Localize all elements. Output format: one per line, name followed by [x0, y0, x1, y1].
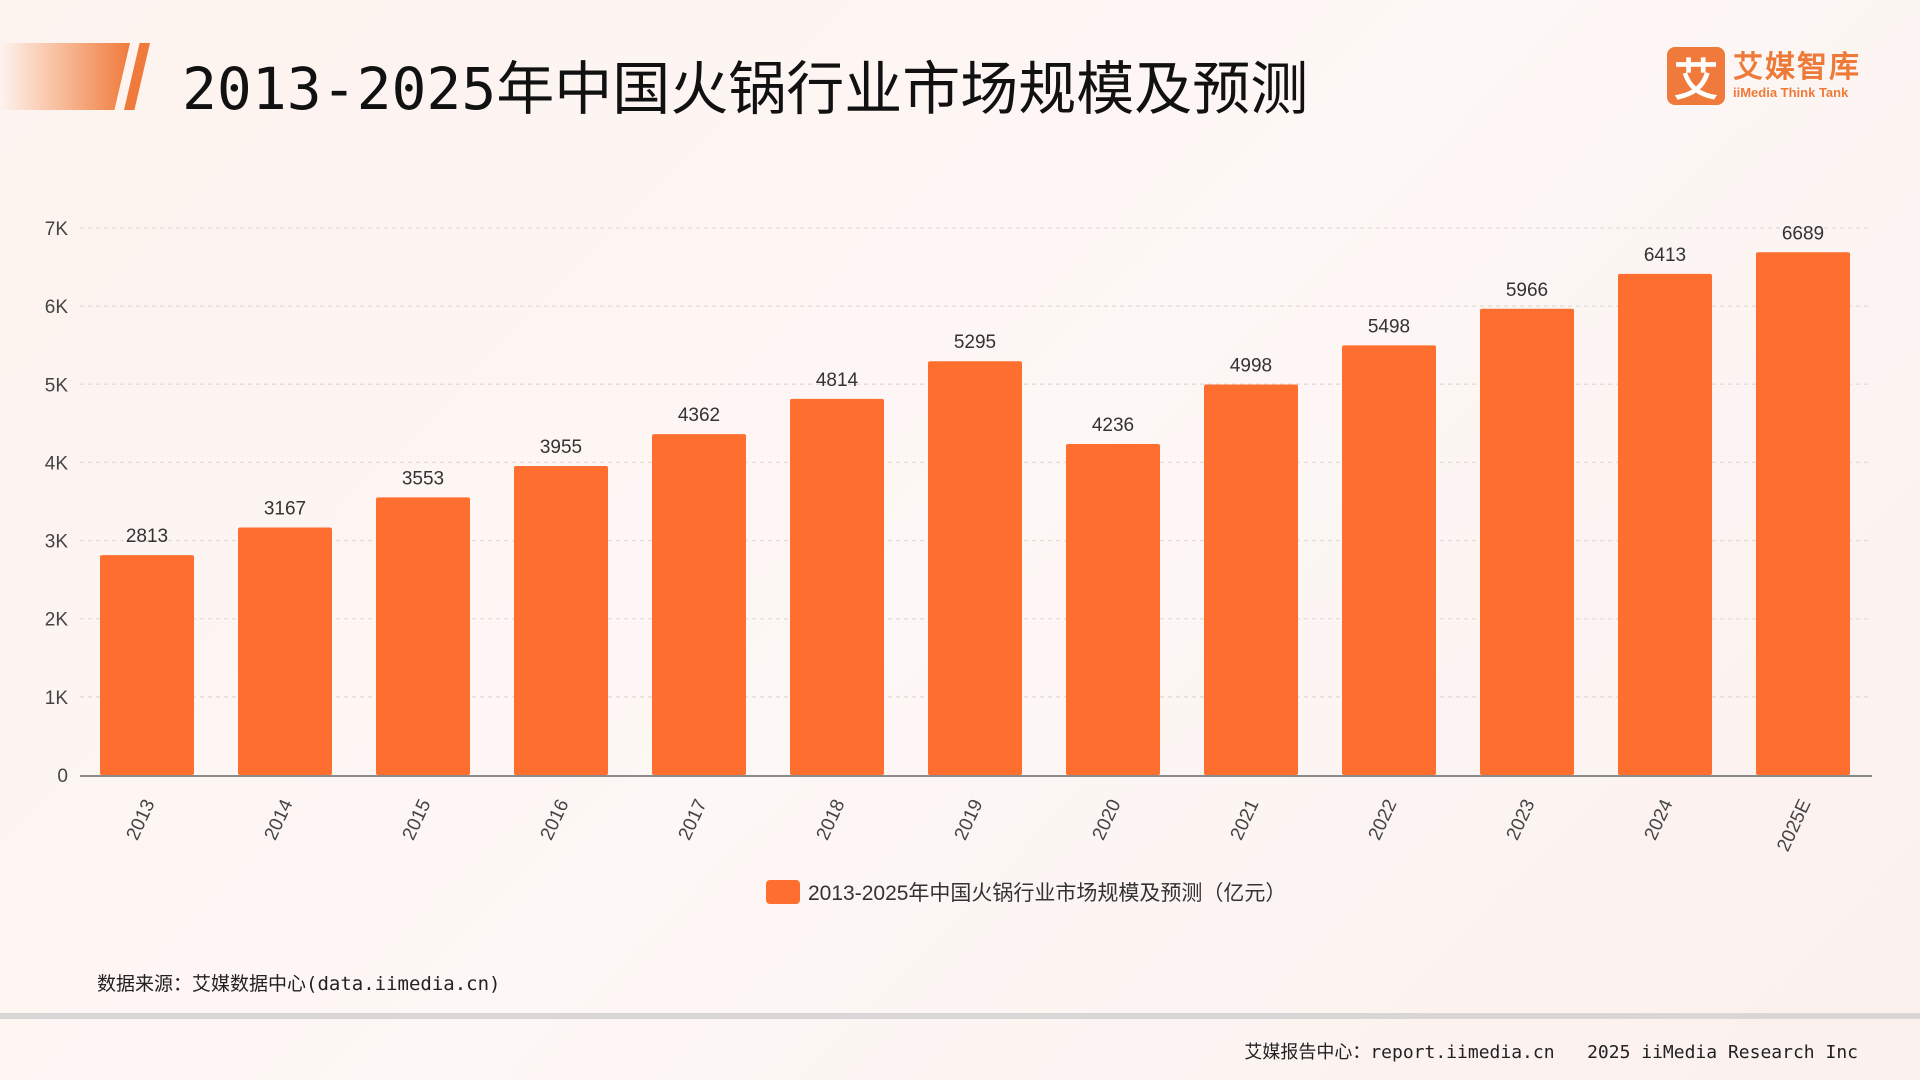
footer-text: 艾媒报告中心：report.iimedia.cn 2025 iiMedia Re… — [1244, 1042, 1858, 1063]
data-source: 数据来源：艾媒数据中心(data.iimedia.cn) — [97, 973, 501, 995]
x-tick-label: 2022 — [1365, 796, 1402, 843]
data-label: 3167 — [264, 499, 306, 520]
bar — [238, 527, 332, 775]
y-tick-label: 0 — [57, 766, 68, 787]
data-label: 4998 — [1230, 355, 1272, 376]
y-tick-label: 5K — [45, 375, 69, 396]
data-label: 4236 — [1092, 415, 1134, 436]
x-tick-label: 2020 — [1089, 796, 1126, 843]
bar — [790, 398, 884, 775]
y-tick-label: 6K — [45, 297, 69, 318]
bar — [1066, 443, 1160, 775]
data-label: 5966 — [1506, 280, 1548, 301]
bar — [1204, 384, 1298, 775]
bar — [652, 434, 746, 775]
logo-name-en: iiMedia Think Tank — [1733, 85, 1849, 100]
y-tick-label: 2K — [45, 610, 69, 631]
x-tick-label: 2017 — [675, 796, 712, 843]
logo-name-cn: 艾媒智库 — [1733, 51, 1861, 84]
bar — [514, 465, 608, 775]
bar — [1480, 308, 1574, 775]
x-tick-label: 2021 — [1227, 796, 1264, 843]
legend: 2013-2025年中国火锅行业市场规模及预测（亿元） — [766, 877, 1286, 907]
x-tick-label: 2013 — [123, 796, 160, 843]
y-tick-label: 3K — [45, 532, 69, 553]
page-title: 2013-2025年中国火锅行业市场规模及预测 — [182, 55, 1309, 123]
x-tick-label: 2023 — [1503, 796, 1540, 843]
bar — [376, 497, 470, 775]
y-tick-label: 4K — [45, 453, 69, 474]
x-tick-label: 2019 — [951, 796, 988, 843]
footer-divider — [0, 1013, 1920, 1019]
x-tick-label: 2018 — [813, 796, 850, 843]
y-tick-label: 7K — [45, 219, 69, 240]
x-tick-label: 2014 — [261, 796, 298, 844]
bar — [100, 555, 194, 775]
data-label: 3955 — [540, 437, 582, 458]
bar — [1756, 252, 1850, 775]
data-label: 6689 — [1782, 223, 1824, 244]
bar — [1342, 345, 1436, 775]
logo: 艾 艾媒智库 iiMedia Think Tank — [1667, 47, 1861, 105]
legend-swatch — [766, 880, 800, 904]
data-label: 4362 — [678, 405, 720, 426]
title-accent-bar — [0, 43, 130, 110]
y-tick-label: 1K — [45, 688, 69, 709]
legend-label: 2013-2025年中国火锅行业市场规模及预测（亿元） — [808, 882, 1287, 905]
data-label: 5498 — [1368, 316, 1410, 337]
bar — [928, 361, 1022, 775]
x-tick-label: 2015 — [399, 796, 436, 843]
x-tick-label: 2016 — [537, 796, 574, 843]
data-label: 4814 — [816, 370, 859, 391]
x-tick-label: 2025E — [1773, 796, 1815, 855]
logo-mark: 艾 — [1667, 47, 1725, 105]
data-label: 6413 — [1644, 245, 1686, 266]
bar — [1618, 273, 1712, 775]
data-label: 5295 — [954, 332, 996, 353]
data-label: 2813 — [126, 526, 168, 547]
data-label: 3553 — [402, 468, 444, 489]
x-tick-label: 2024 — [1641, 796, 1678, 844]
